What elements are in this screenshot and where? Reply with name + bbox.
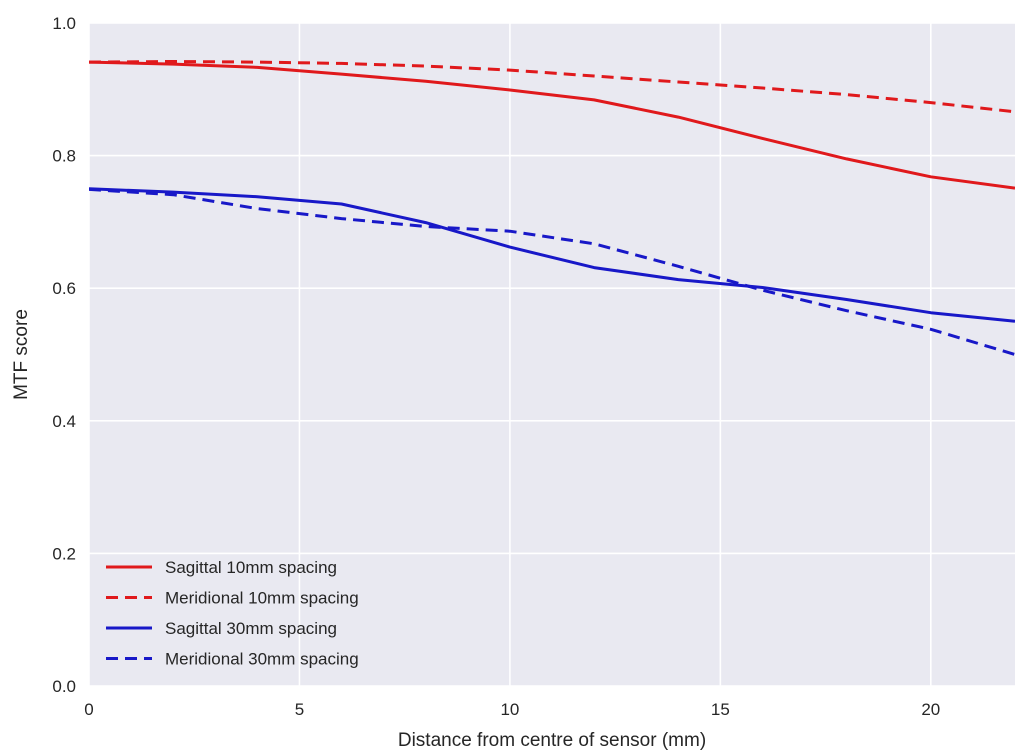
y-tick-label: 1.0: [52, 14, 76, 33]
x-axis-label: Distance from centre of sensor (mm): [398, 730, 706, 751]
legend-label: Sagittal 10mm spacing: [165, 558, 337, 577]
series-line-3: [89, 187, 1015, 323]
tick-labels: 0 5 10 15 20 0.0 0.2 0.4 0.6 0.8 1.0: [52, 14, 940, 719]
y-tick-label: 0.4: [52, 412, 76, 431]
x-tick-label: 5: [295, 700, 304, 719]
x-tick-label: 15: [711, 700, 730, 719]
series-line-1: [89, 60, 1015, 190]
y-tick-label: 0.8: [52, 147, 76, 166]
plot-background: [89, 23, 1015, 686]
y-tick-label: 0.6: [52, 279, 76, 298]
legend-label: Sagittal 30mm spacing: [165, 619, 337, 638]
x-tick-label: 0: [84, 700, 93, 719]
x-tick-label: 20: [921, 700, 940, 719]
legend-label: Meridional 30mm spacing: [165, 650, 359, 669]
y-tick-label: 0.2: [52, 544, 76, 563]
gridlines: [88, 22, 1015, 687]
x-tick-label: 10: [500, 700, 519, 719]
series-line-4: [89, 187, 1015, 356]
series-lines: [89, 60, 1015, 356]
y-axis-label: MTF score: [11, 309, 32, 400]
legend-label: Meridional 10mm spacing: [165, 589, 359, 608]
series-line-2: [89, 60, 1015, 114]
legend: Sagittal 10mm spacing Meridional 10mm spa…: [106, 558, 359, 669]
y-tick-label: 0.0: [52, 677, 76, 696]
